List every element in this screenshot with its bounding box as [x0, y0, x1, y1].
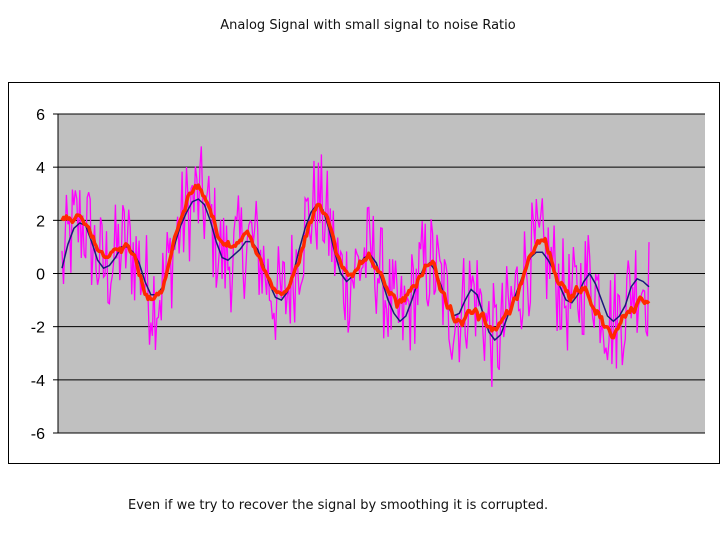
line-chart: 6 4 2 0 -2 -4 -6	[31, 107, 705, 443]
noisy-signal-line	[61, 146, 650, 387]
y-tick-label: 4	[36, 160, 45, 177]
y-tick-label: 0	[36, 267, 45, 284]
slide-caption: Even if we try to recover the signal by …	[128, 498, 549, 513]
chart-frame: 6 4 2 0 -2 -4 -6	[8, 82, 720, 464]
smoothed-signal-line	[60, 183, 651, 340]
y-tick-label: 2	[36, 213, 45, 230]
y-tick-label: -2	[31, 320, 45, 337]
y-tick-label: -4	[31, 373, 45, 390]
y-tick-label: -6	[31, 426, 45, 443]
y-tick-label: 6	[36, 107, 45, 124]
slide-title: Analog Signal with small signal to noise…	[220, 18, 516, 33]
